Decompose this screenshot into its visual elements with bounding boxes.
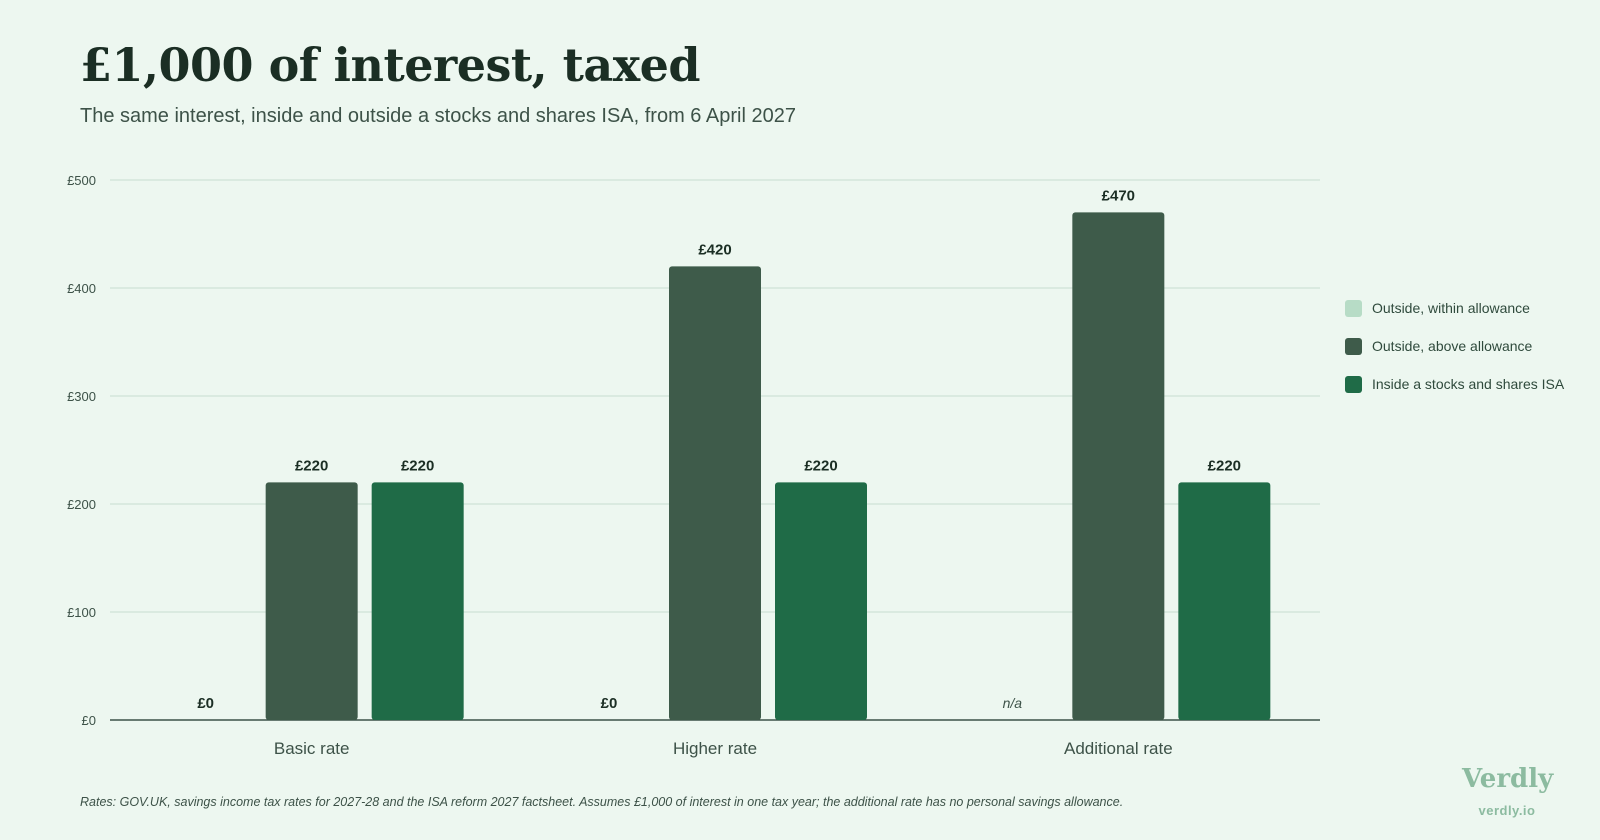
y-tick-label: £200 <box>67 497 96 512</box>
bar-value-label: £220 <box>1208 457 1241 474</box>
legend-item-above-allowance: Outside, above allowance <box>1345 336 1564 356</box>
legend-item-inside-isa: Inside a stocks and shares ISA <box>1345 374 1564 394</box>
x-category-label: Higher rate <box>673 739 757 758</box>
bar <box>1178 482 1271 720</box>
y-tick-label: £500 <box>67 173 96 188</box>
bar-value-label: £220 <box>295 457 328 474</box>
legend-swatch <box>1345 299 1362 317</box>
chart-legend: Outside, within allowance Outside, above… <box>1345 298 1564 412</box>
bar <box>669 266 761 720</box>
bar-value-label: £220 <box>804 457 837 474</box>
bar <box>371 482 464 720</box>
brand-logo: Verdly <box>1462 764 1554 794</box>
legend-swatch <box>1345 375 1362 393</box>
bar-value-label: £0 <box>197 695 214 712</box>
bar-value-label: n/a <box>1003 695 1023 711</box>
bar-value-label: £470 <box>1102 187 1135 204</box>
y-tick-label: £100 <box>67 605 96 620</box>
bar-value-label: £0 <box>601 695 618 712</box>
chart-title: £1,000 of interest, taxed <box>80 38 701 92</box>
legend-item-within-allowance: Outside, within allowance <box>1345 298 1564 318</box>
bar <box>1072 212 1165 720</box>
chart-subtitle: The same interest, inside and outside a … <box>80 105 796 127</box>
source-footnote: Rates: GOV.UK, savings income tax rates … <box>80 795 1124 809</box>
legend-label: Outside, within allowance <box>1372 300 1530 316</box>
x-category-label: Additional rate <box>1064 739 1173 758</box>
y-tick-label: £300 <box>67 389 96 404</box>
bar <box>775 482 867 720</box>
bar <box>265 482 358 720</box>
legend-label: Outside, above allowance <box>1372 338 1533 354</box>
legend-label: Inside a stocks and shares ISA <box>1372 376 1565 392</box>
bar-value-label: £220 <box>401 457 434 474</box>
brand-url: verdly.io <box>1478 803 1536 818</box>
legend-swatch <box>1345 337 1362 355</box>
x-category-label: Basic rate <box>274 739 350 758</box>
y-tick-label: £400 <box>67 281 96 296</box>
y-tick-label: £0 <box>82 713 96 728</box>
bar-value-label: £420 <box>698 241 731 258</box>
